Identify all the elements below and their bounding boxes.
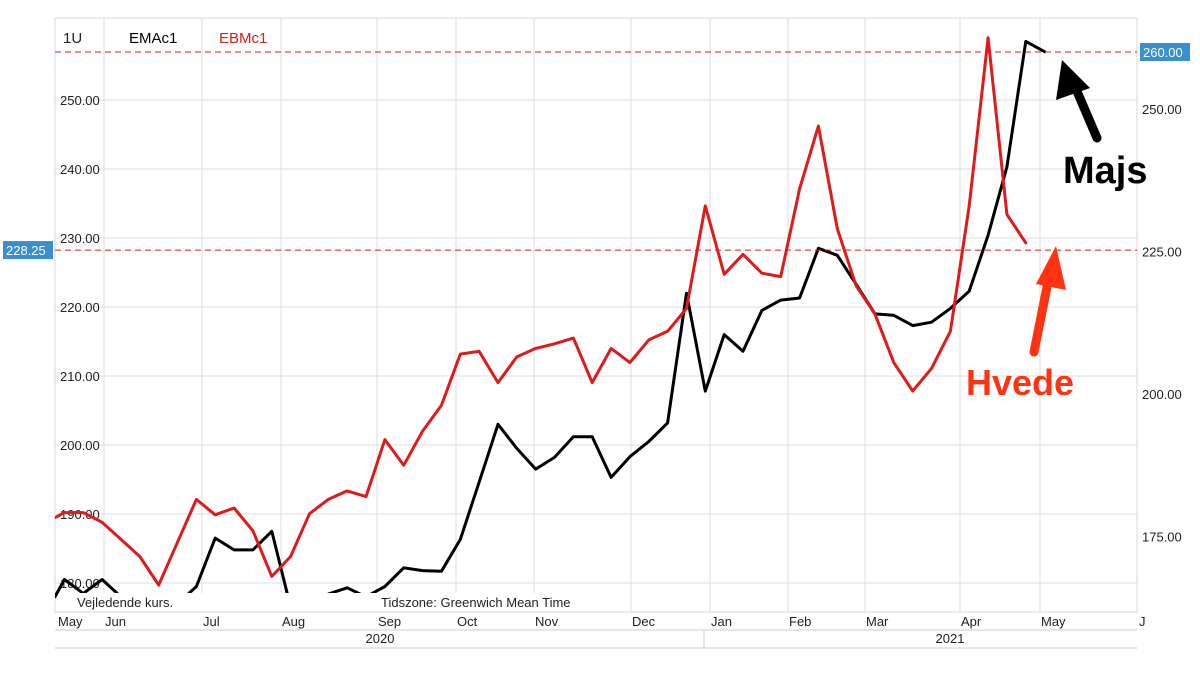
left-tick-label: 210.00 bbox=[60, 369, 100, 384]
footer-notes: Vejledende kurs. Tidszone: Greenwich Mea… bbox=[72, 593, 602, 611]
grid bbox=[55, 18, 1137, 612]
month-tick-label: Oct bbox=[457, 614, 478, 629]
right-tick-label: 250.00 bbox=[1142, 102, 1182, 117]
left-axis: 180.00 190.00 200.00 210.00 220.00 230.00 240.… bbox=[60, 93, 100, 591]
annotation-majs-label: Majs bbox=[1063, 150, 1147, 192]
month-tick-label: Jun bbox=[105, 614, 126, 629]
right-current-value-text: 260.00 bbox=[1143, 45, 1183, 60]
left-tick-label: 180.00 bbox=[60, 576, 100, 591]
plot-frame bbox=[54, 17, 1138, 613]
annotation-hvede-label: Hvede bbox=[966, 362, 1074, 403]
series-layer bbox=[55, 36, 1047, 611]
left-tick-label: 230.00 bbox=[60, 231, 100, 246]
right-current-value-badge bbox=[1140, 43, 1190, 61]
reference-lines: 228.25 260.00 bbox=[3, 43, 1190, 260]
legend-interval: 1U bbox=[63, 30, 82, 47]
left-tick-label: 190.00 bbox=[60, 507, 100, 522]
month-tick-label: Jul bbox=[203, 614, 220, 629]
year-label: 2021 bbox=[936, 631, 965, 646]
legend-item-emac1[interactable]: EMAc1 bbox=[129, 30, 177, 47]
month-tick-label: Feb bbox=[789, 614, 811, 629]
month-tick-label: Mar bbox=[866, 614, 889, 629]
legend-item-ebmc1[interactable]: EBMc1 bbox=[219, 30, 267, 47]
left-tick-label: 200.00 bbox=[60, 438, 100, 453]
left-current-value-badge bbox=[3, 241, 53, 260]
legend: 1U EMAc1 EBMc1 bbox=[63, 30, 267, 47]
month-tick-label: Jan bbox=[711, 614, 732, 629]
left-tick-label: 220.00 bbox=[60, 300, 100, 315]
hvede-arrow-head bbox=[1036, 246, 1066, 290]
left-current-value-text: 228.25 bbox=[6, 243, 46, 258]
month-tick-label: Apr bbox=[961, 614, 982, 629]
footer-note-left: Vejledende kurs. bbox=[77, 595, 173, 610]
month-tick-label: Nov bbox=[535, 614, 559, 629]
right-tick-label: 200.00 bbox=[1142, 387, 1182, 402]
left-tick-label: 250.00 bbox=[60, 93, 100, 108]
month-tick-label: Aug bbox=[282, 614, 305, 629]
x-axis: May Jun Jul Aug Sep Oct Nov Dec Jan Feb Mar Apr May J… bbox=[55, 614, 1146, 649]
month-tick-label: J bbox=[1139, 614, 1146, 629]
annotation-hvede: Hvede bbox=[966, 246, 1074, 403]
month-tick-label: May bbox=[58, 614, 83, 629]
series-line-ebmc1 bbox=[55, 36, 1028, 587]
right-axis: 175.00 200.00 225.00 250.00 bbox=[1142, 102, 1182, 545]
month-tick-label: Sep bbox=[378, 614, 401, 629]
right-tick-label: 175.00 bbox=[1142, 530, 1182, 545]
footer-note-background bbox=[72, 593, 602, 611]
month-tick-label: May bbox=[1041, 614, 1066, 629]
left-tick-label: 240.00 bbox=[60, 162, 100, 177]
year-label: 2020 bbox=[366, 631, 395, 646]
annotation-majs: Majs bbox=[1056, 60, 1147, 192]
series-line-emac1 bbox=[55, 39, 1047, 611]
majs-arrow-head bbox=[1056, 60, 1090, 100]
right-tick-label: 225.00 bbox=[1142, 245, 1182, 260]
month-tick-label: Dec bbox=[632, 614, 656, 629]
footer-note-right: Tidszone: Greenwich Mean Time bbox=[381, 595, 571, 610]
